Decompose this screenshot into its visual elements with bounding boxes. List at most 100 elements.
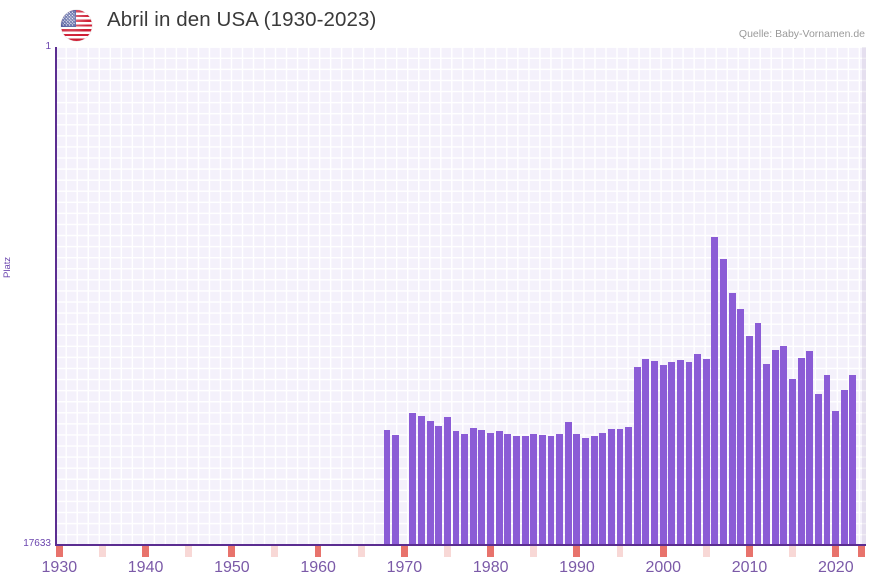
bar[interactable] — [789, 378, 796, 545]
x-axis-tick — [745, 546, 753, 557]
x-axis-tick — [487, 546, 494, 557]
x-axis-tick-label: 1970 — [386, 559, 423, 576]
x-axis-tick-label: 1960 — [300, 559, 336, 576]
bar[interactable] — [668, 362, 676, 545]
y-axis-tick-top: 1 — [45, 41, 51, 52]
bar[interactable] — [487, 433, 494, 545]
bar[interactable] — [426, 420, 434, 545]
bar[interactable] — [832, 411, 840, 545]
x-axis-line — [55, 544, 866, 546]
bar[interactable] — [504, 433, 512, 545]
bar[interactable] — [582, 437, 589, 545]
us-flag-icon — [61, 10, 92, 41]
x-axis-tick — [702, 546, 710, 557]
bar[interactable] — [495, 431, 503, 545]
bar[interactable] — [556, 433, 564, 545]
flag-gloss — [61, 10, 92, 41]
flag-canton — [61, 10, 76, 27]
x-axis-tick — [789, 546, 796, 557]
bar[interactable] — [745, 336, 753, 545]
bar[interactable] — [849, 374, 857, 545]
bar[interactable] — [469, 427, 477, 545]
bar[interactable] — [418, 416, 425, 545]
x-axis-tickband — [55, 546, 866, 557]
y-axis-title: Platz — [2, 256, 13, 278]
bar[interactable] — [720, 259, 727, 545]
x-axis-tick-label: 2000 — [645, 559, 682, 576]
y-axis-line — [55, 47, 57, 545]
x-axis-tick — [573, 546, 581, 557]
bar[interactable] — [443, 416, 451, 545]
bar[interactable] — [780, 346, 788, 545]
bar[interactable] — [625, 427, 633, 545]
x-axis-tick — [98, 546, 106, 557]
bar[interactable] — [806, 350, 814, 545]
bar[interactable] — [547, 435, 555, 545]
bar[interactable] — [840, 390, 848, 545]
bar[interactable] — [478, 429, 486, 545]
bar[interactable] — [659, 364, 667, 545]
bar[interactable] — [728, 292, 736, 545]
bar[interactable] — [642, 359, 650, 545]
x-axis-tick — [357, 546, 365, 557]
bar[interactable] — [763, 364, 771, 545]
x-axis-tick — [228, 546, 236, 557]
x-axis-tick — [400, 546, 408, 557]
bar[interactable] — [573, 433, 581, 545]
bar[interactable] — [616, 429, 624, 545]
x-axis-tick — [832, 546, 840, 557]
x-axis-tick — [142, 546, 149, 557]
bar[interactable] — [599, 432, 607, 545]
bar[interactable] — [685, 362, 693, 545]
bar[interactable] — [392, 435, 400, 545]
bar[interactable] — [461, 434, 469, 545]
x-axis-tick — [530, 546, 538, 557]
x-axis-tick-label: 2020 — [818, 559, 854, 576]
bar[interactable] — [435, 426, 443, 545]
no-data-overlay — [861, 47, 866, 545]
bar[interactable] — [676, 360, 684, 545]
bar[interactable] — [814, 393, 822, 545]
x-axis-labels: 1930 1940 1950 1960 1970 1980 1990 2000 2010 2020 — [0, 559, 873, 587]
x-axis-tick — [616, 546, 624, 557]
x-axis-tick — [185, 546, 193, 557]
x-axis-tick-label: 1940 — [127, 559, 164, 576]
x-axis-tick-label: 2010 — [731, 559, 768, 576]
bar[interactable] — [564, 421, 572, 545]
bar[interactable] — [409, 413, 417, 545]
y-axis-tick-bottom: 17633 — [23, 538, 51, 549]
bar[interactable] — [737, 308, 745, 545]
bar[interactable] — [538, 434, 546, 545]
flag-stars — [62, 11, 75, 26]
bar[interactable] — [452, 431, 460, 545]
bar[interactable] — [607, 429, 615, 545]
bar[interactable] — [797, 357, 805, 545]
chart-header: Abril in den USA (1930-2023) Quelle: Bab… — [0, 0, 873, 47]
source-attribution: Quelle: Baby-Vornamen.de — [738, 28, 865, 40]
page-title: Abril in den USA (1930-2023) — [107, 8, 377, 31]
plot-area — [55, 47, 866, 545]
x-axis-tick — [659, 546, 667, 557]
x-axis-tick-label: 1980 — [472, 559, 509, 576]
x-axis-tick — [858, 546, 865, 557]
bar[interactable] — [771, 350, 779, 545]
bar[interactable] — [590, 436, 598, 545]
bar[interactable] — [694, 354, 702, 545]
bar[interactable] — [530, 433, 538, 545]
x-axis-tick-label: 1930 — [41, 559, 78, 576]
x-axis-tick — [55, 546, 63, 557]
bar[interactable] — [702, 359, 710, 545]
x-axis-tick — [314, 546, 322, 557]
bar[interactable] — [711, 236, 719, 545]
bar[interactable] — [651, 361, 658, 545]
bar[interactable] — [512, 435, 520, 545]
x-axis-tick-label: 1990 — [559, 559, 595, 576]
bar[interactable] — [633, 367, 641, 545]
bar[interactable] — [823, 374, 831, 545]
x-axis-tick-label: 1950 — [214, 559, 250, 576]
x-axis-tick — [271, 546, 279, 557]
bar[interactable] — [521, 436, 529, 545]
bar[interactable] — [383, 429, 391, 545]
bar[interactable] — [754, 322, 762, 545]
